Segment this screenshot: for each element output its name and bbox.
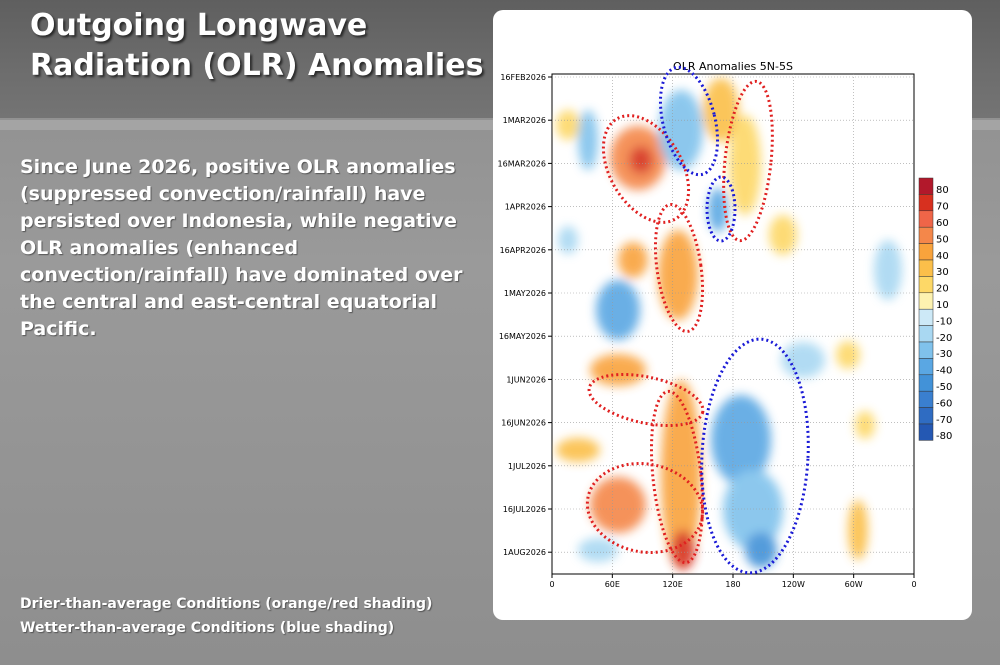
wet-patch [708, 188, 728, 232]
colorbar-label: -40 [936, 366, 952, 377]
dry-patch [658, 230, 698, 320]
colorbar-swatch [918, 194, 934, 212]
colorbar-label: 60 [936, 218, 949, 229]
note-dry-conditions: Drier-than-average Conditions (orange/re… [20, 596, 433, 612]
colorbar-swatch [918, 226, 934, 244]
olr-hovmoller-figure: OLR Anomalies 5N-5S [498, 60, 953, 589]
x-tick-label: 60W [845, 580, 863, 589]
wet-patch [558, 226, 578, 254]
colorbar-swatch [918, 276, 934, 294]
x-tick-label: 180 [725, 580, 740, 589]
colorbar-label: -60 [936, 398, 952, 409]
dry-patch [729, 115, 761, 215]
colorbar-label: 20 [936, 284, 949, 295]
wet-patch [874, 240, 902, 300]
wet-patch [711, 395, 771, 485]
colorbar-label: 50 [936, 234, 949, 245]
note-wet-conditions: Wetter-than-average Conditions (blue sha… [20, 620, 395, 636]
dry-patch [590, 354, 646, 386]
y-tick-label: 1JUL2026 [508, 462, 546, 471]
dry-patch [836, 341, 860, 369]
y-tick-label: 16APR2026 [500, 246, 546, 255]
colorbar-label: -80 [936, 431, 952, 442]
dry-patch [769, 215, 797, 255]
colorbar-label: -30 [936, 349, 952, 360]
x-tick-label: 0 [911, 580, 916, 589]
slide-body-text: Since June 2026, positive OLR anomalies … [20, 156, 463, 340]
colorbar-swatch [918, 374, 934, 392]
y-tick-label: 16MAR2026 [498, 159, 546, 168]
y-axis-labels: 16FEB2026 1MAR2026 16MAR2026 1APR2026 16APR2… [498, 73, 546, 557]
colorbar-swatch [918, 358, 934, 376]
y-tick-label: 1MAY2026 [504, 289, 546, 298]
colorbar-swatch [918, 259, 934, 277]
dry-highlight-ellipse [653, 203, 705, 333]
colorbar-swatch [918, 407, 934, 425]
y-tick-label: 16JUL2026 [503, 505, 546, 514]
wet-highlight-ellipse [705, 175, 737, 243]
x-tick-label: 0 [549, 580, 554, 589]
colorbar-swatch [918, 292, 934, 310]
figure-title: OLR Anomalies 5N-5S [673, 60, 793, 73]
colorbar-label: 10 [936, 300, 949, 311]
colorbar-swatch [918, 390, 934, 408]
colorbar: 80 70 60 50 40 30 20 10 -10 -20 -30 -40 -50 -60 -70 -80 [918, 177, 952, 442]
wet-patch [578, 538, 618, 562]
colorbar-label: 70 [936, 202, 949, 213]
y-tick-label: 1JUN2026 [506, 375, 546, 384]
wet-patch [781, 342, 825, 378]
colorbar-swatch [918, 308, 934, 326]
colorbar-swatch [918, 341, 934, 359]
y-tick-label: 1APR2026 [505, 203, 546, 212]
dry-highlight-ellipse [601, 114, 691, 224]
y-tick-label: 16JUN2026 [501, 419, 546, 428]
colorbar-label: 40 [936, 251, 949, 262]
colorbar-swatch [918, 423, 934, 441]
x-tick-label: 60E [605, 580, 620, 589]
dry-patch [848, 500, 868, 560]
colorbar-label: -70 [936, 415, 952, 426]
dry-patch [556, 110, 580, 140]
wet-patch [596, 280, 640, 340]
slide-title-line2: Radiation (OLR) Anomalies [30, 48, 484, 83]
colorbar-label: 80 [936, 185, 949, 196]
wet-patch [659, 90, 703, 170]
wet-patch [745, 532, 777, 568]
y-tick-label: 16FEB2026 [500, 73, 546, 82]
plot-grid [548, 74, 915, 578]
colorbar-label: -20 [936, 333, 952, 344]
x-axis-labels: 0 60E 120E 180 120W 60W 0 [549, 580, 916, 589]
colorbar-label: -10 [936, 316, 952, 327]
colorbar-swatch [918, 177, 934, 195]
y-tick-label: 1MAR2026 [503, 116, 546, 125]
colorbar-swatch [918, 210, 934, 228]
colorbar-swatch [918, 243, 934, 261]
dry-patch [618, 242, 648, 278]
dry-patch [556, 438, 600, 462]
dry-patch [629, 146, 653, 174]
dry-highlight-ellipse [585, 462, 705, 554]
wet-patch [578, 110, 598, 170]
dry-highlight-ellipse [587, 372, 705, 428]
slide-title: Outgoing Longwave Radiation (OLR) Anomal… [30, 6, 483, 86]
wet-highlight-ellipse [700, 337, 810, 575]
slide-title-line1: Outgoing Longwave [30, 8, 368, 43]
y-tick-label: 16MAY2026 [499, 332, 546, 341]
wet-patch [723, 470, 783, 550]
y-tick-label: 1AUG2026 [503, 548, 546, 557]
x-tick-label: 120W [782, 580, 805, 589]
dry-patch [855, 411, 875, 439]
dry-patch [590, 477, 646, 533]
x-tick-label: 120E [663, 580, 683, 589]
colorbar-label: -50 [936, 382, 952, 393]
colorbar-label: 30 [936, 267, 949, 278]
figure-card: OLR Anomalies 5N-5S [493, 10, 972, 620]
colorbar-swatch [918, 325, 934, 343]
